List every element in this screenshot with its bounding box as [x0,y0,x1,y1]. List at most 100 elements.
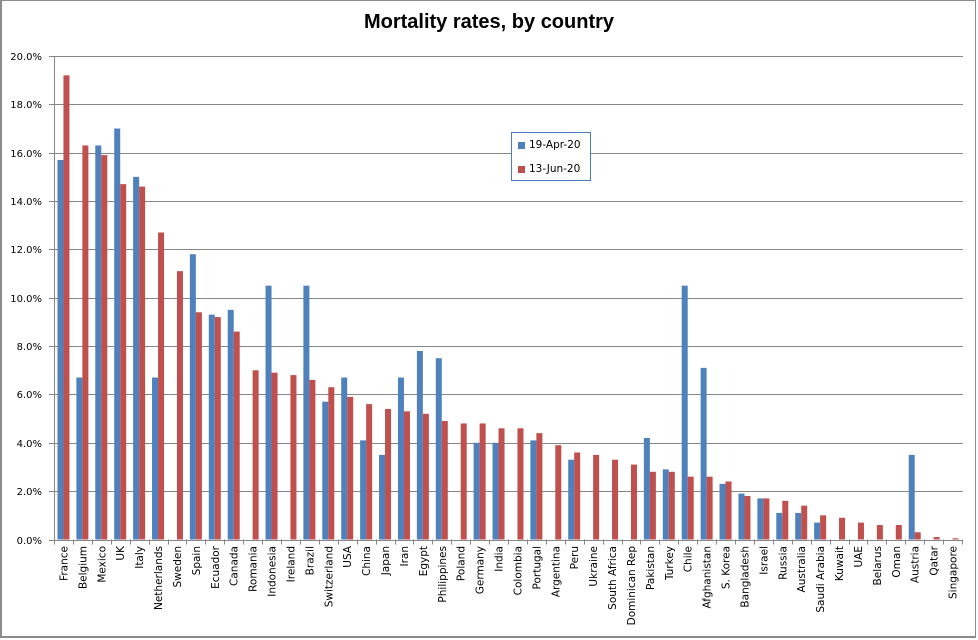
legend-item-series-2: 13-Jun-20 [518,162,580,176]
y-tick-label: 4.0% [17,439,42,450]
x-tick-label: Philippines [437,546,449,603]
x-tick-label: France [58,546,70,581]
x-tick-label: Ireland [285,546,297,582]
bar-series-2-canada [233,331,240,540]
bar-series-2-israel [763,498,770,540]
x-tick-label: Belarus [872,546,884,585]
x-tick-label: South Africa [607,546,619,610]
x-tick-label: China [361,546,373,576]
bar-series-1-chile [681,285,688,540]
bar-series-1-bangladesh [738,493,745,540]
bar-series-1-egypt [416,350,423,540]
x-tick-label: Kuwait [834,546,846,581]
bar-series-2-germany [479,423,486,540]
bar-series-1-china [360,440,367,540]
x-tick-label: Mexico [96,546,108,583]
x-tick-label: Canada [229,546,241,586]
bar-series-2-bangladesh [744,495,751,540]
x-tick-label: Oman [891,546,903,578]
y-tick-label: 0.0% [17,536,42,547]
bar-series-2-singapore [952,538,959,540]
x-tick-label: S. Korea [721,546,733,589]
bar-series-1-japan [379,454,386,540]
bars [57,75,959,540]
y-tick-label: 6.0% [17,390,42,401]
x-tick-label: Japan [380,546,392,576]
x-tick-label: Turkey [664,546,676,581]
x-tick-label: Indonesia [267,546,279,597]
legend-label-series-2: 13-Jun-20 [529,163,581,175]
bar-series-2-uae [857,522,864,540]
bar-series-2-pakistan [649,471,656,540]
bar-series-1-pakistan [643,437,650,540]
x-tick-label: Italy [134,546,146,569]
bar-series-1-usa [341,377,348,540]
x-tick-label: Romania [248,546,260,592]
y-tick-label: 14.0% [10,197,42,208]
bar-series-2-ecuador [214,317,221,540]
chart-title: Mortality rates, by country [363,11,615,33]
x-tick-label: Iran [399,546,411,567]
legend-item-series-1: 19-Apr-20 [518,138,581,152]
bar-series-1-portugal [530,440,537,540]
bar-series-1-s-korea [719,483,726,540]
x-tick-label: Netherlands [153,546,165,610]
bar-series-1-afghanistan [700,367,707,540]
x-tick-label: USA [342,545,354,568]
x-tick-label: Spain [191,546,203,575]
bar-series-1-israel [757,498,764,540]
x-tick-label: Argentina [550,546,562,597]
bar-series-2-saudi-arabia [820,515,827,540]
x-tick-label: Colombia [512,546,524,595]
x-tick-label: Poland [456,546,468,581]
bar-series-1-france [57,159,64,540]
bar-series-1-saudi-arabia [814,522,821,540]
bar-series-1-canada [227,309,234,540]
bar-series-2-china [366,404,373,540]
bar-series-1-netherlands [152,377,159,540]
bar-series-2-australia [801,505,808,540]
axes [49,56,963,541]
bar-series-2-iran [403,411,410,540]
bar-series-1-switzerland [322,401,329,540]
bar-series-1-philippines [435,358,442,540]
bar-series-1-turkey [662,469,669,540]
y-tick-label: 16.0% [10,149,42,160]
bar-series-2-dominican-rep [630,464,637,540]
bar-series-2-oman [895,525,902,540]
bar-series-2-peru [574,452,581,540]
bar-series-2-japan [385,408,392,540]
bar-series-2-qatar [933,537,940,540]
bar-series-2-s-korea [725,481,732,540]
bar-series-2-south-africa [612,459,619,540]
bar-series-2-netherlands [158,232,165,540]
bar-series-2-argentina [555,445,562,540]
bar-series-2-philippines [441,421,448,540]
bar-series-1-australia [795,512,802,540]
x-tick-label: Switzerland [323,546,335,607]
bar-series-1-iran [397,377,404,540]
bar-series-2-colombia [517,428,524,540]
x-tick-label: Austria [910,546,922,583]
y-tick-label: 10.0% [10,294,42,305]
bar-series-1-austria [908,454,915,540]
x-tick-label: Saudi Arabia [815,546,827,613]
x-tick-label: India [494,546,506,572]
bar-series-2-italy [139,186,146,540]
x-tick-label: Bangladesh [739,546,751,608]
y-tick-label: 20.0% [10,52,42,63]
bar-series-2-brazil [309,379,316,540]
bar-series-2-ukraine [593,454,600,540]
bar-series-2-france [63,75,70,540]
bar-series-2-portugal [536,433,543,540]
y-tick-label: 2.0% [17,487,42,498]
bar-series-2-indonesia [271,372,278,540]
bar-series-1-india [492,442,499,540]
x-tick-label: Belgium [77,546,89,589]
bar-series-2-mexico [101,155,108,540]
bar-series-2-switzerland [328,387,335,540]
x-tick-label: Australia [796,546,808,592]
bar-series-2-afghanistan [706,476,713,540]
bar-series-2-kuwait [839,517,846,540]
